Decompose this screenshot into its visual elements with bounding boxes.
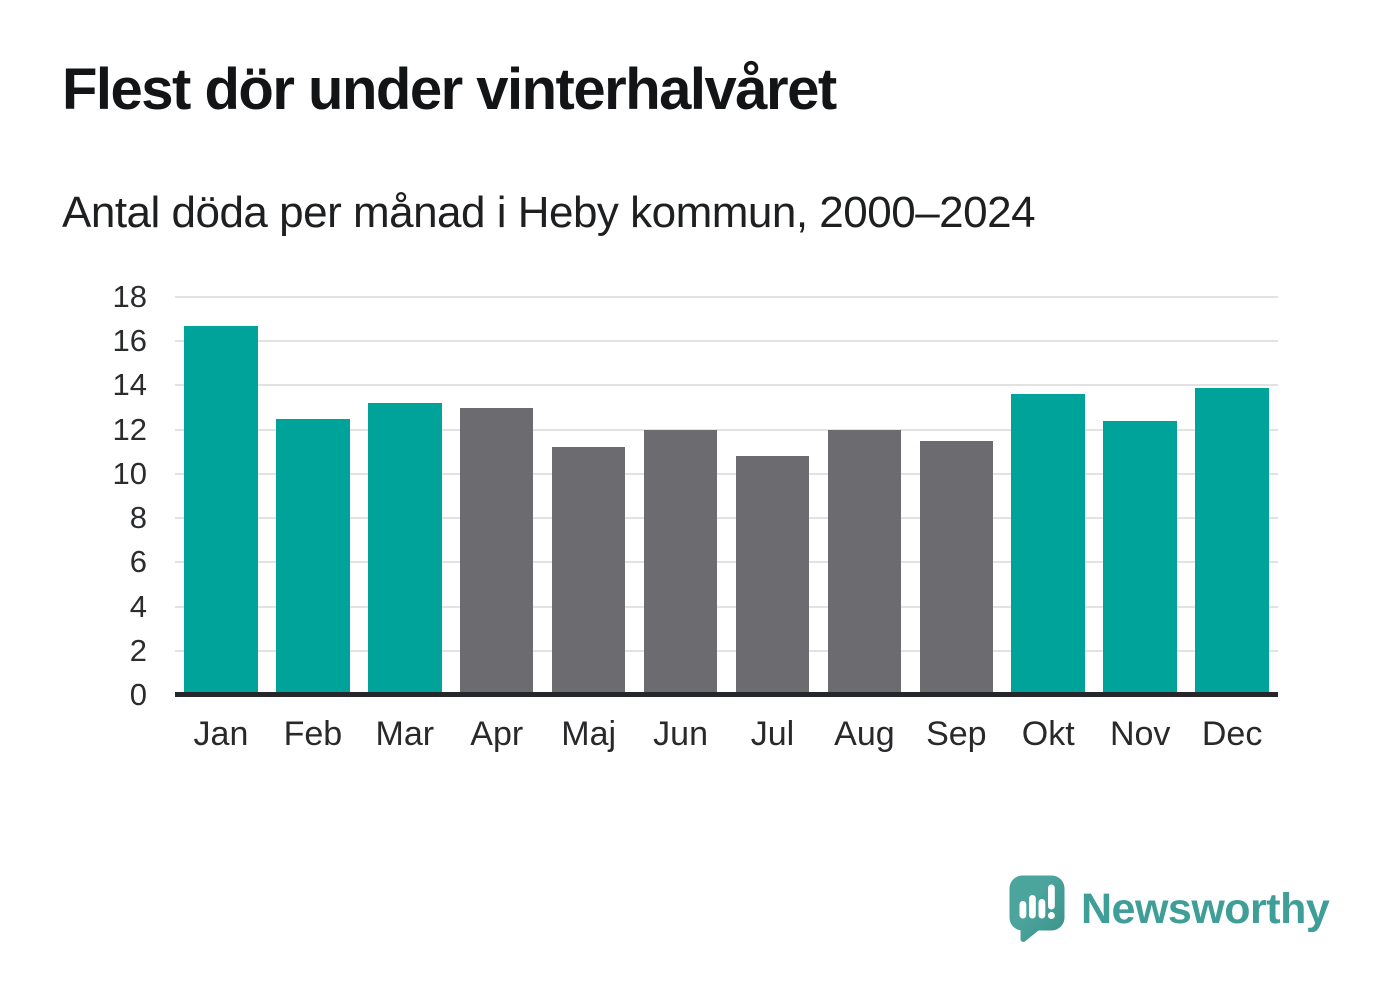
- gridline-10: [175, 472, 1278, 475]
- bar-maj: [551, 447, 626, 695]
- bar-column-okt: [1002, 297, 1094, 695]
- y-tick-10: 10: [112, 455, 147, 491]
- x-tick-jul: Jul: [750, 715, 795, 753]
- x-tick-maj: Maj: [561, 715, 617, 753]
- brand-footer: Newsworthy: [1008, 874, 1330, 944]
- y-tick-14: 14: [112, 367, 147, 403]
- bar-column-maj: [543, 297, 635, 695]
- x-axis: Jan Feb Mar Apr Maj Jun Jul Aug Sep Okt Nov Dec: [175, 712, 1278, 756]
- gridline-12: [175, 428, 1278, 431]
- gridline-6: [175, 561, 1278, 564]
- x-tick-aug: Aug: [834, 715, 895, 753]
- bar-aug: [827, 429, 902, 695]
- y-axis: 0 2 4 6 8 10 12 14 16 18: [0, 279, 147, 712]
- bar-column-feb: [267, 297, 359, 695]
- bar-column-jan: [175, 297, 267, 695]
- gridline-4: [175, 605, 1278, 608]
- y-tick-12: 12: [112, 411, 147, 447]
- x-tick-dec: Dec: [1201, 715, 1263, 753]
- y-tick-2: 2: [129, 632, 147, 668]
- bar-apr: [459, 407, 534, 695]
- bar-column-mar: [359, 297, 451, 695]
- y-tick-6: 6: [129, 544, 147, 580]
- bar-okt: [1011, 394, 1086, 695]
- chart-subtitle: Antal döda per månad i Heby kommun, 2000…: [62, 188, 1036, 237]
- y-tick-18: 18: [112, 279, 147, 314]
- y-tick-4: 4: [129, 588, 147, 624]
- gridline-18: [175, 296, 1278, 298]
- bar-column-apr: [451, 297, 543, 695]
- bar-column-aug: [818, 297, 910, 695]
- y-tick-0: 0: [129, 677, 147, 712]
- x-tick-jun: Jun: [653, 715, 708, 753]
- logo-exclamation-dot: [1047, 912, 1055, 919]
- bar-jul: [735, 456, 810, 695]
- bar-sep: [919, 440, 994, 695]
- bar-series: [175, 297, 1278, 695]
- gridline-16: [175, 340, 1278, 343]
- x-tick-apr: Apr: [470, 715, 524, 753]
- newsworthy-logo-icon: [1009, 875, 1065, 942]
- bar-mar: [368, 403, 442, 695]
- x-tick-nov: Nov: [1109, 715, 1171, 753]
- bar-column-jun: [635, 297, 727, 695]
- logo-bar-2: [1029, 895, 1036, 919]
- x-tick-sep: Sep: [926, 715, 987, 753]
- y-tick-16: 16: [112, 323, 147, 359]
- bar-jan: [184, 325, 258, 695]
- logo-exclamation-bar: [1048, 884, 1055, 910]
- x-axis-baseline: [175, 692, 1278, 697]
- y-tick-8: 8: [129, 500, 147, 536]
- chart-title: Flest dör under vinterhalvåret: [62, 57, 837, 122]
- bar-column-dec: [1186, 297, 1278, 695]
- brand-wordmark: Newsworthy: [1081, 884, 1330, 933]
- bar-nov: [1103, 420, 1177, 695]
- bar-dec: [1195, 387, 1269, 695]
- gridline-14: [175, 384, 1278, 387]
- x-tick-okt: Okt: [1021, 715, 1075, 753]
- x-tick-feb: Feb: [283, 715, 343, 753]
- bar-jun: [643, 429, 718, 695]
- gridline-8: [175, 517, 1278, 520]
- gridline-2: [175, 649, 1278, 652]
- bar-feb: [276, 418, 350, 695]
- speech-bubble-shape: [1009, 875, 1065, 942]
- plot-area: [175, 296, 1278, 697]
- bar-column-sep: [910, 297, 1002, 695]
- x-tick-jan: Jan: [193, 715, 249, 753]
- bar-column-nov: [1094, 297, 1186, 695]
- logo-bar-1: [1019, 901, 1027, 919]
- logo-bar-3: [1038, 899, 1046, 919]
- x-tick-mar: Mar: [375, 715, 435, 753]
- bar-column-jul: [727, 297, 819, 695]
